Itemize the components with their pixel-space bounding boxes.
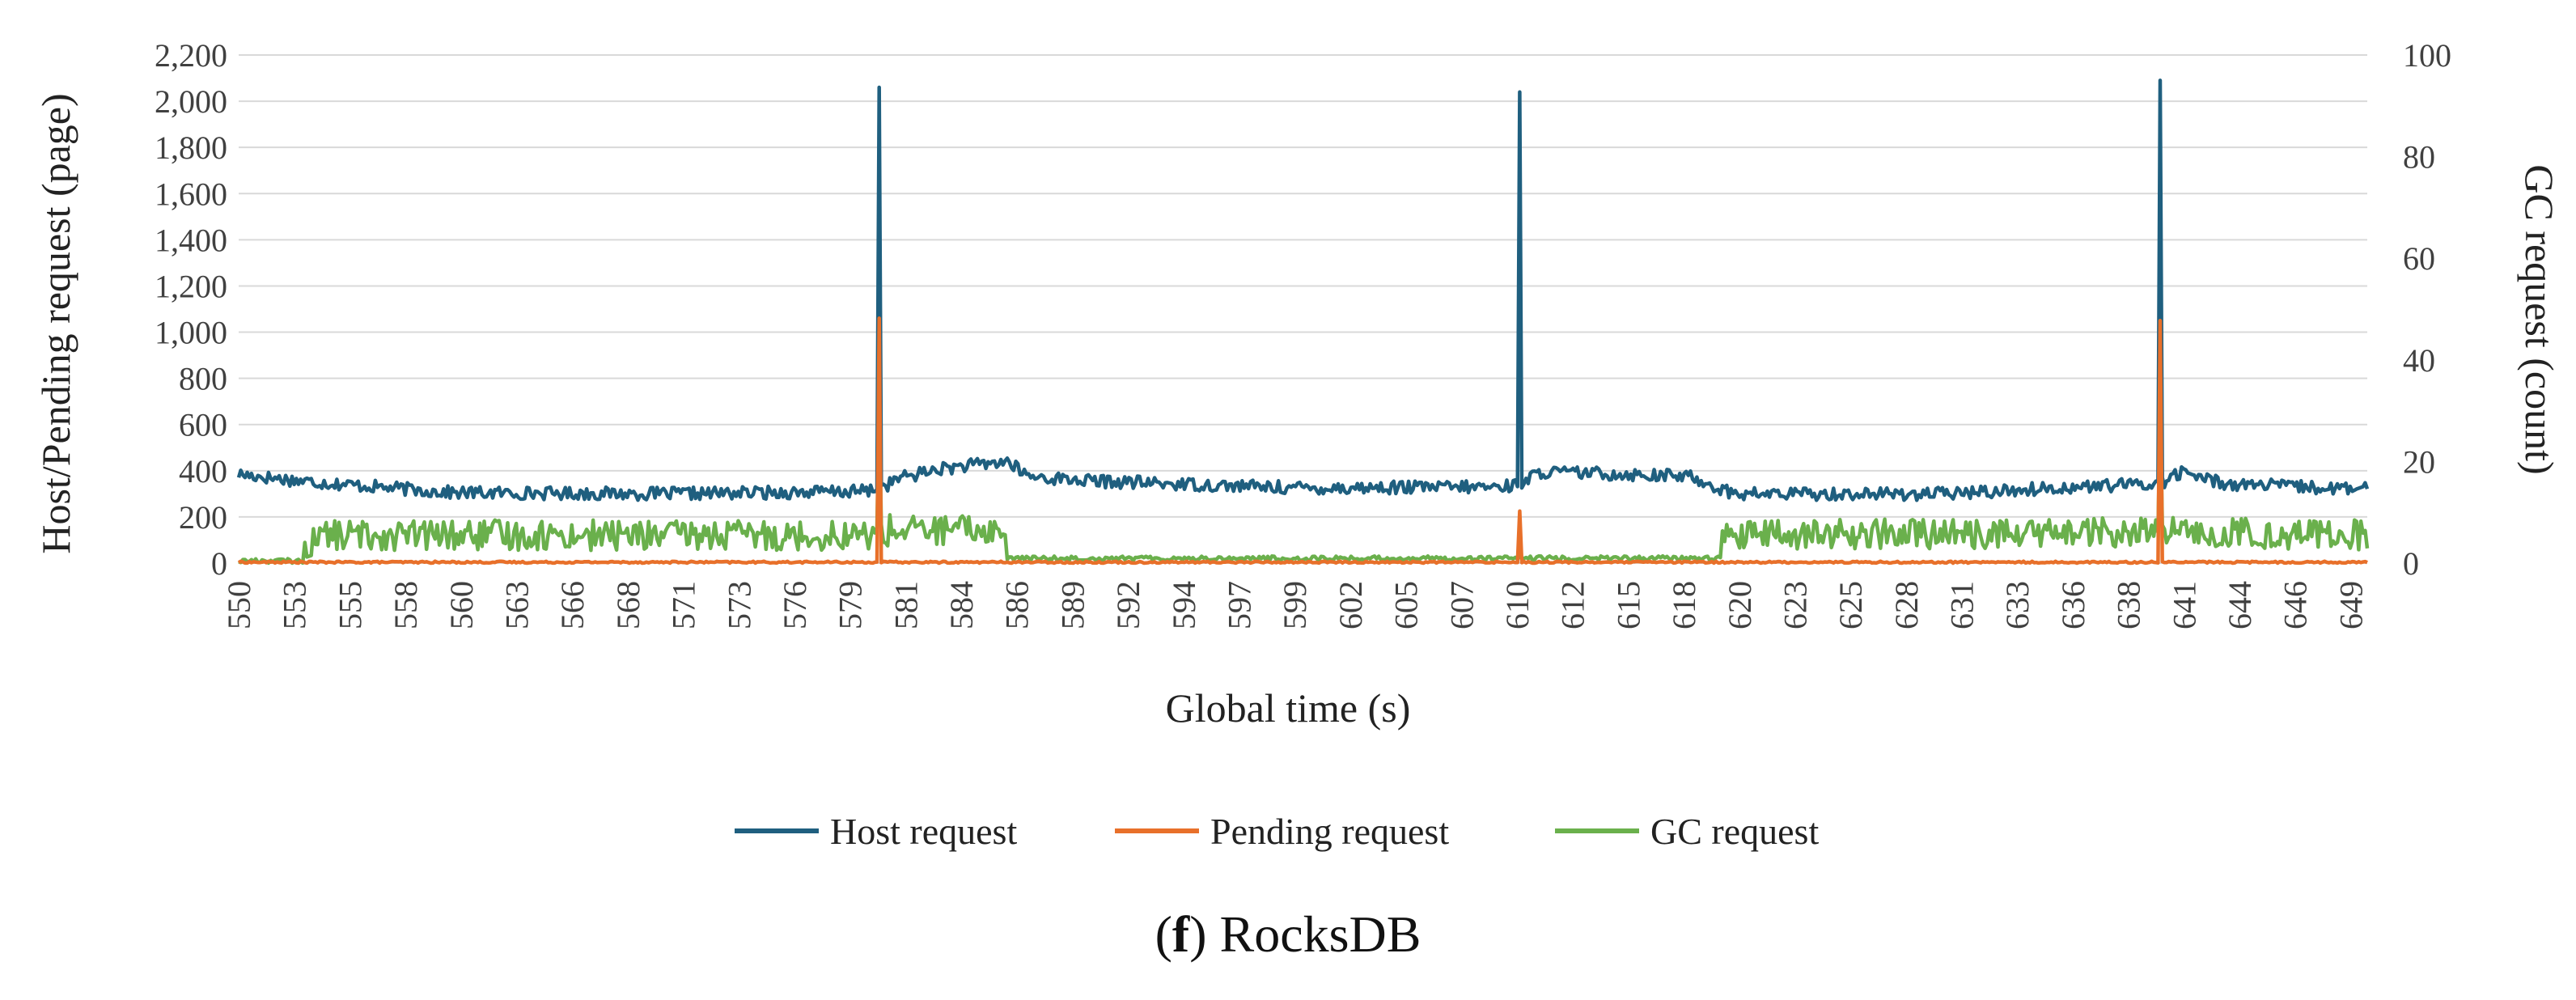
x-tick-label: 573 (721, 581, 757, 629)
x-tick-labels: 550 553 555 558 560 563 566 568 571 573 576 579 581 5… (221, 581, 2369, 629)
x-tick-label: 615 (1610, 581, 1646, 629)
y-left-tick-label: 800 (179, 361, 227, 397)
x-tick-label: 641 (2166, 581, 2202, 629)
x-tick-label: 566 (554, 581, 591, 629)
x-tick-label: 633 (1999, 581, 2036, 629)
x-tick-label: 646 (2277, 581, 2314, 629)
x-tick-label: 584 (943, 581, 980, 629)
y-right-tick-label: 80 (2403, 139, 2435, 176)
y-left-tick-label: 2,200 (155, 37, 227, 74)
x-tick-label: 563 (498, 581, 535, 629)
y-left-tick-label: 1,200 (155, 268, 227, 304)
y-left-tick-label: 1,800 (155, 129, 227, 166)
x-tick-label: 599 (1277, 581, 1313, 629)
x-tick-label: 558 (388, 581, 424, 629)
x-tick-label: 560 (443, 581, 480, 629)
x-tick-label: 586 (999, 581, 1036, 629)
x-axis-title: Global time (s) (1166, 685, 1411, 731)
x-tick-label: 589 (1054, 581, 1091, 629)
x-tick-label: 571 (666, 581, 702, 629)
chart: 02004006008001,0001,2001,4001,6001,8002,… (33, 37, 2562, 852)
x-tick-label: 628 (1888, 581, 1925, 629)
x-tick-label: 612 (1555, 581, 1591, 629)
y-left-axis-title: Host/Pending request (page) (33, 93, 78, 553)
x-tick-label: 631 (1944, 581, 1981, 629)
legend: Host request Pending request GC request (735, 811, 1819, 852)
x-tick-label: 618 (1666, 581, 1702, 629)
y-left-tick-label: 400 (179, 453, 227, 489)
x-tick-label: 636 (2055, 581, 2091, 629)
y-left-tick-label: 1,400 (155, 222, 227, 258)
x-tick-label: 592 (1110, 581, 1146, 629)
y-right-axis-title: GC request (count) (2517, 164, 2562, 474)
x-tick-label: 553 (277, 581, 313, 629)
series-line-host-request (236, 78, 2370, 502)
series-line-gc-request (238, 404, 2370, 566)
legend-label: Host request (830, 811, 1017, 852)
x-tick-label: 610 (1499, 581, 1536, 629)
y-left-tick-label: 1,000 (155, 315, 227, 351)
y-right-tick-label: 0 (2403, 545, 2419, 582)
x-tick-label: 623 (1777, 581, 1813, 629)
x-tick-label: 602 (1332, 581, 1369, 629)
y-right-tick-label: 40 (2403, 342, 2435, 379)
x-tick-label: 576 (777, 581, 813, 629)
caption-text: RocksDB (1219, 905, 1421, 963)
figure-caption: (f) RocksDB (1155, 905, 1421, 963)
y-left-tick-label: 600 (179, 407, 227, 443)
x-tick-label: 620 (1722, 581, 1758, 629)
y-left-tick-label: 0 (211, 545, 227, 582)
x-tick-label: 555 (332, 581, 368, 629)
x-tick-label: 594 (1166, 581, 1202, 629)
y-left-tick-label: 1,600 (155, 176, 227, 212)
legend-label: Pending request (1210, 811, 1449, 852)
y-right-tick-label: 20 (2403, 443, 2435, 480)
x-tick-label: 581 (888, 581, 924, 629)
y-left-tick-labels: 0 200 400 600 800 1,000 1,200 1,400 1,600 1,800 2,… (155, 37, 227, 582)
x-tick-label: 568 (610, 581, 646, 629)
x-tick-label: 550 (221, 581, 257, 629)
x-tick-label: 607 (1443, 581, 1480, 629)
x-tick-label: 649 (2332, 581, 2369, 629)
x-tick-label: 579 (833, 581, 869, 629)
series-layer (236, 78, 2370, 566)
series-line-pending-request (237, 316, 2368, 566)
x-tick-label: 597 (1222, 581, 1258, 629)
y-right-tick-label: 60 (2403, 240, 2435, 277)
y-right-tick-labels: 0 20 40 60 80 100 (2403, 37, 2451, 582)
x-tick-label: 605 (1388, 581, 1425, 629)
x-tick-label: 644 (2222, 581, 2258, 629)
legend-label: GC request (1650, 811, 1819, 852)
x-tick-label: 625 (1832, 581, 1869, 629)
y-left-tick-label: 200 (179, 499, 227, 536)
caption-label: f (1171, 905, 1190, 963)
y-left-tick-label: 2,000 (155, 83, 227, 120)
gridlines (239, 54, 2367, 564)
x-tick-label: 638 (2111, 581, 2147, 629)
y-right-tick-label: 100 (2403, 37, 2451, 74)
